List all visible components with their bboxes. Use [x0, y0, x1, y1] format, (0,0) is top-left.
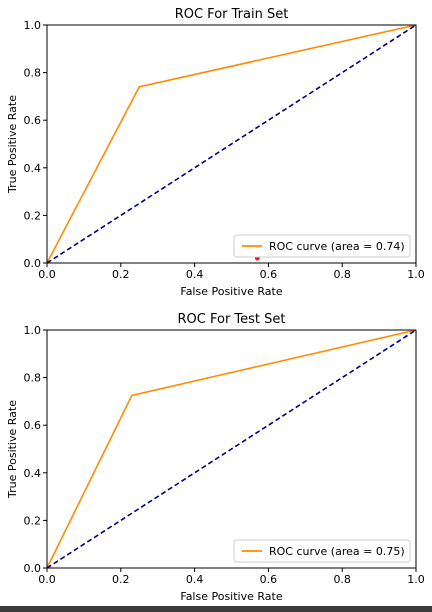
bottom-scrollbar[interactable]	[0, 606, 432, 612]
y-tick-label: 0.0	[24, 562, 42, 575]
legend: ROC curve (area = 0.74)	[233, 234, 411, 258]
y-tick-label: 0.8	[24, 67, 42, 80]
legend-label: ROC curve (area = 0.75)	[269, 545, 405, 558]
legend: ROC curve (area = 0.75)	[233, 539, 411, 563]
x-tick-label: 0.6	[260, 268, 278, 281]
y-tick-label: 0.2	[24, 209, 42, 222]
y-tick-label: 0.8	[24, 372, 42, 385]
x-tick-label: 0.0	[38, 573, 56, 586]
legend-box	[233, 539, 411, 563]
y-tick-label: 0.4	[24, 467, 42, 480]
diagonal-reference-line	[46, 24, 417, 264]
y-tick-label: 0.6	[24, 419, 42, 432]
y-tick-label: 0.4	[24, 162, 42, 175]
x-tick-label: 1.0	[407, 268, 425, 281]
roc-panel-1: ROC For Train Set 0.0 0.2 0.4 0.6 0.8 1.0 0.0 0.…	[6, 7, 425, 298]
y-tick-label: 1.0	[24, 324, 42, 337]
right-margin	[426, 0, 432, 612]
y-tick-label: 0.0	[24, 257, 42, 270]
y-axis-label: True Positive Rate	[6, 95, 19, 194]
x-tick-label: 0.8	[333, 268, 351, 281]
x-axis-label: False Positive Rate	[180, 285, 282, 298]
y-axis-label: True Positive Rate	[6, 400, 19, 499]
x-tick-label: 1.0	[407, 573, 425, 586]
x-tick-label: 0.0	[38, 268, 56, 281]
x-tick-label: 0.4	[186, 268, 204, 281]
chart-title: ROC For Train Set	[175, 7, 289, 22]
x-tick-label: 0.6	[260, 573, 278, 586]
y-tick-label: 1.0	[24, 19, 42, 32]
diagonal-reference-line	[46, 329, 417, 569]
y-tick-label: 0.6	[24, 114, 42, 127]
chart-title: ROC For Test Set	[178, 312, 286, 327]
roc-panel-2: ROC For Test Set 0.0 0.2 0.4 0.6 0.8 1.0 0.0 0.2…	[6, 312, 425, 603]
x-tick-label: 0.2	[112, 268, 130, 281]
plot-frame	[46, 24, 417, 264]
x-tick-label: 0.4	[186, 573, 204, 586]
plot-frame	[46, 329, 417, 569]
legend-box	[233, 234, 411, 258]
roc-curve-line	[46, 24, 417, 264]
x-axis-label: False Positive Rate	[180, 590, 282, 603]
x-tick-label: 0.8	[333, 573, 351, 586]
roc-curve-line	[46, 329, 417, 569]
legend-label: ROC curve (area = 0.74)	[269, 240, 405, 253]
y-tick-label: 0.2	[24, 514, 42, 527]
x-tick-label: 0.2	[112, 573, 130, 586]
